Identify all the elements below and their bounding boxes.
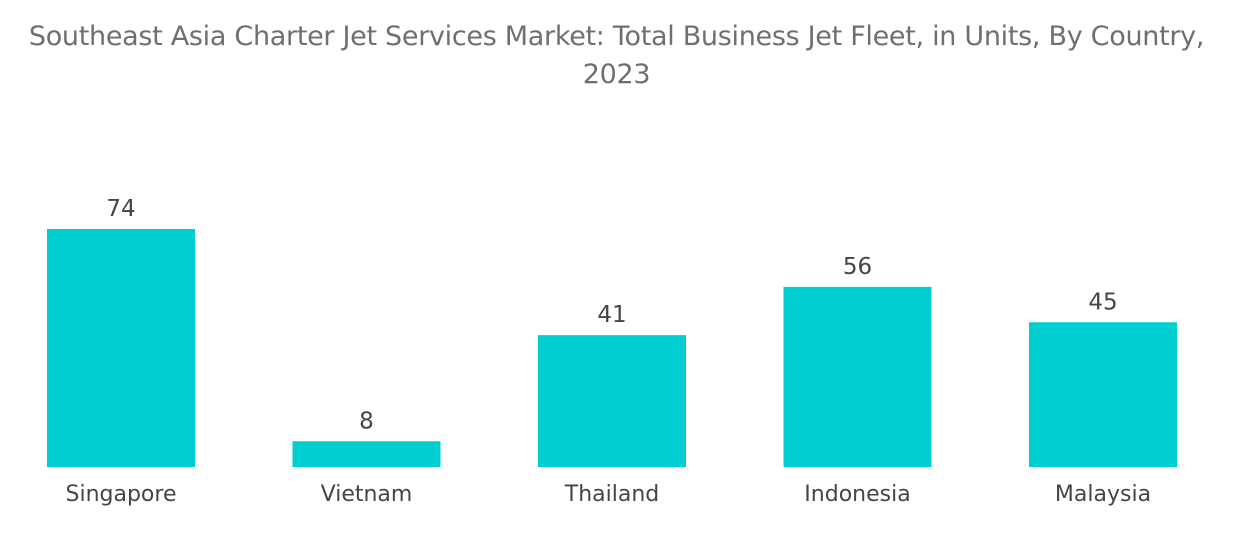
bar-singapore [47,229,195,467]
category-label-vietnam: Vietnam [321,482,413,507]
category-label-indonesia: Indonesia [804,482,910,507]
value-label-malaysia: 45 [1088,289,1117,315]
category-label-malaysia: Malaysia [1055,482,1151,507]
bars-group [47,229,1177,467]
category-label-thailand: Thailand [564,482,659,507]
value-label-indonesia: 56 [843,254,872,280]
bar-vietnam [292,441,441,467]
chart-title: Southeast Asia Charter Jet Services Mark… [0,18,1233,94]
category-label-singapore: Singapore [66,482,177,507]
value-label-singapore: 74 [106,196,135,222]
value-label-vietnam: 8 [359,408,374,434]
chart-title-line-2: 2023 [582,59,651,90]
bar-thailand [538,335,686,467]
category-labels-group: Singapore Vietnam Thailand Indonesia Malaysi… [66,482,1152,507]
value-labels-group: 74 8 41 56 45 [106,196,1117,434]
bar-indonesia [783,286,932,467]
value-label-thailand: 41 [597,302,626,328]
chart-title-line-1: Southeast Asia Charter Jet Services Mark… [28,21,1205,52]
bar-malaysia [1029,322,1177,467]
